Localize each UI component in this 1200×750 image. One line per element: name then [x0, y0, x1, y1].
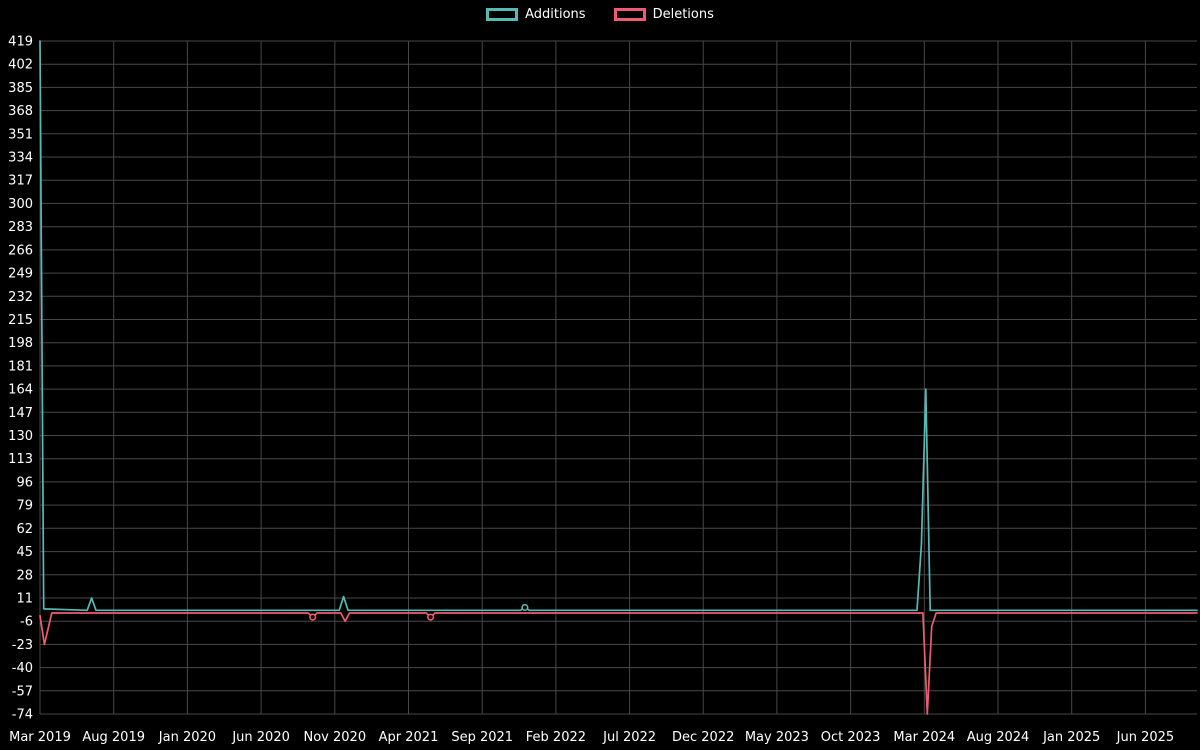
x-tick-label: Jan 2025: [1042, 730, 1100, 745]
y-tick-label: 130: [8, 429, 33, 444]
y-tick-label: -6: [20, 615, 33, 630]
y-tick-label: -23: [12, 638, 33, 653]
y-tick-label: -57: [12, 684, 33, 699]
y-tick-label: 96: [16, 475, 33, 490]
deletions-swatch-icon: [613, 8, 646, 21]
additions-line: [39, 40, 1198, 612]
y-tick-label: 147: [8, 406, 33, 421]
y-tick-label: 198: [8, 336, 33, 351]
y-tick-label: 215: [8, 313, 33, 328]
y-tick-label: 181: [8, 359, 33, 374]
additions-swatch-icon: [486, 8, 519, 21]
x-tick-label: Jan 2020: [158, 730, 216, 745]
y-tick-label: 113: [8, 452, 33, 467]
y-tick-label: 232: [8, 290, 33, 305]
x-tick-label: Oct 2023: [821, 730, 881, 745]
y-tick-label: 300: [8, 197, 33, 212]
y-tick-label: 334: [8, 151, 33, 166]
deletions-marker: [427, 613, 435, 621]
deletions-line: [39, 612, 1198, 715]
y-tick-label: -40: [12, 661, 33, 676]
y-tick-label: 283: [8, 220, 33, 235]
y-tick-label: 419: [8, 35, 33, 50]
y-tick-label: 402: [8, 58, 33, 73]
x-tick-label: Aug 2024: [967, 730, 1030, 745]
x-tick-label: Jun 2025: [1116, 730, 1175, 745]
y-tick-label: 368: [8, 104, 33, 119]
y-tick-label: 317: [8, 174, 33, 189]
y-tick-label: 266: [8, 243, 33, 258]
additions-legend-label: Additions: [525, 7, 586, 22]
y-tick-label: 351: [8, 127, 33, 142]
y-tick-label: 28: [16, 568, 33, 583]
x-tick-label: Sep 2021: [451, 730, 513, 745]
y-tick-label: 62: [16, 522, 33, 537]
legend-item-deletions[interactable]: Deletions: [613, 7, 714, 22]
x-tick-label: Nov 2020: [304, 730, 367, 745]
x-tick-label: Aug 2019: [82, 730, 145, 745]
x-tick-label: Apr 2021: [379, 730, 439, 745]
y-tick-label: -74: [12, 708, 33, 723]
x-tick-label: Dec 2022: [672, 730, 734, 745]
y-tick-label: 385: [8, 81, 33, 96]
x-tick-label: Mar 2024: [893, 730, 955, 745]
x-tick-label: Jul 2022: [602, 730, 656, 745]
legend-item-additions[interactable]: Additions: [486, 7, 586, 22]
y-tick-label: 164: [8, 383, 33, 398]
deletions-legend-label: Deletions: [652, 7, 714, 22]
y-tick-label: 11: [16, 592, 33, 607]
x-tick-label: Mar 2019: [9, 730, 71, 745]
y-tick-label: 79: [16, 499, 33, 514]
y-tick-label: 249: [8, 267, 33, 282]
x-tick-label: Jun 2020: [231, 730, 290, 745]
additions-marker: [521, 603, 529, 612]
deletions-marker: [309, 613, 317, 621]
x-tick-label: May 2023: [745, 730, 809, 745]
y-tick-label: 45: [16, 545, 33, 560]
x-tick-label: Feb 2022: [526, 730, 586, 745]
chart-legend: Additions Deletions: [0, 8, 1200, 21]
